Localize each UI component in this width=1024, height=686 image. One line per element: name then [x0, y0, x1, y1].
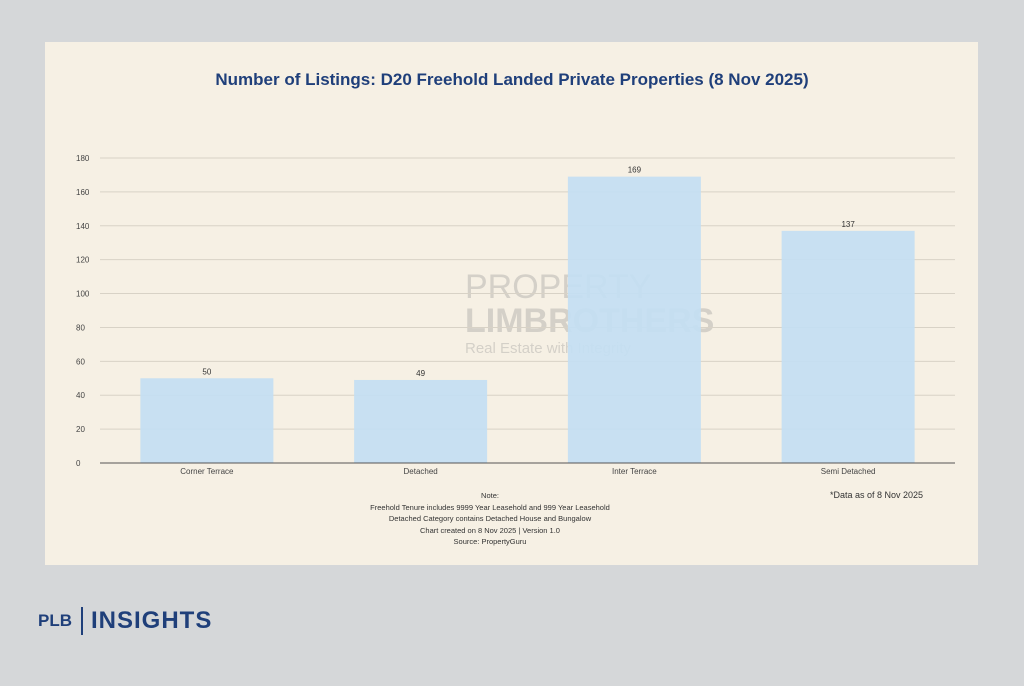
y-tick-label: 180	[76, 154, 90, 163]
logo-insights: INSIGHTS	[91, 607, 213, 634]
data-label: 137	[841, 220, 855, 229]
notes-heading: Note:	[481, 491, 499, 500]
note-line: Detached Category contains Detached Hous…	[388, 514, 592, 523]
logo-plb: PLB	[38, 611, 72, 630]
plb-insights-logo: PLB INSIGHTS	[38, 607, 212, 635]
data-label: 169	[628, 166, 642, 175]
y-tick-label: 80	[76, 323, 85, 332]
bar-inter-terrace	[567, 176, 701, 463]
x-tick-label: Inter Terrace	[612, 467, 657, 476]
y-tick-label: 120	[76, 256, 90, 265]
note-line: Freehold Tenure includes 9999 Year Lease…	[370, 502, 610, 512]
y-tick-label: 100	[76, 290, 90, 299]
y-tick-label: 140	[76, 222, 90, 231]
data-as-of: *Data as of 8 Nov 2025	[830, 490, 924, 500]
bar-detached	[354, 379, 488, 463]
y-tick-label: 60	[76, 357, 85, 366]
y-tick-label: 160	[76, 188, 90, 197]
x-tick-label: Detached	[404, 467, 438, 476]
note-line: Source: PropertyGuru	[453, 537, 527, 546]
y-tick-label: 20	[76, 425, 85, 434]
logo-divider	[81, 607, 83, 635]
data-label: 50	[202, 367, 211, 376]
x-tick-label: Semi Detached	[821, 467, 876, 476]
note-line: Chart created on 8 Nov 2025 | Version 1.…	[420, 525, 560, 535]
chart-notes: Note: Freehold Tenure includes 9999 Year…	[300, 490, 680, 548]
x-tick-label: Corner Terrace	[180, 467, 234, 476]
chart-title: Number of Listings: D20 Freehold Landed …	[215, 70, 809, 89]
bar-corner-terrace	[140, 378, 274, 463]
bar-semi-detached	[781, 230, 915, 463]
y-tick-label: 0	[76, 459, 81, 468]
y-tick-label: 40	[76, 391, 85, 400]
data-label: 49	[416, 369, 425, 378]
